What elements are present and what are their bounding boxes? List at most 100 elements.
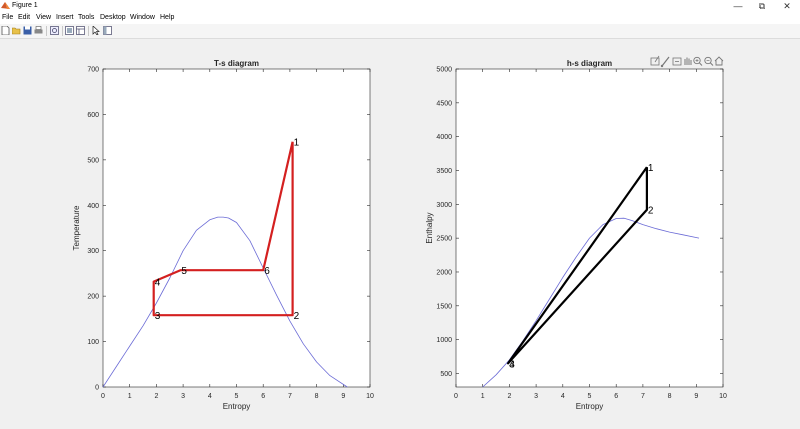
y-tick-label: 400 [87,203,99,210]
menu-file[interactable]: File [2,14,14,21]
y-tick-label: 500 [87,157,99,164]
restore-button[interactable]: ⧉ [751,0,773,12]
matlab-app-icon [1,1,10,10]
y-tick-label: 5000 [436,67,452,74]
x-tick-label: 8 [668,393,672,400]
state-point-label: 2 [294,311,300,322]
cycle-line [152,141,294,317]
pan-icon[interactable] [684,57,692,66]
dock-icon[interactable] [103,26,112,35]
x-tick-label: 8 [315,393,319,400]
minimize-icon: — [733,1,743,11]
y-tick-label: 700 [87,67,99,74]
x-tick-label: 4 [561,393,565,400]
print-icon[interactable] [34,26,43,35]
title-bar: Figure 1 — ⧉ ✕ [0,0,800,12]
chart-title: T-s diagram [214,59,259,68]
x-tick-label: 3 [534,393,538,400]
y-tick-label: 3000 [436,202,452,209]
saturation-dome-line [102,216,348,388]
x-tick-label: 0 [454,393,458,400]
menu-tools[interactable]: Tools [78,14,95,21]
menu-window[interactable]: Window [130,14,155,21]
menu-edit[interactable]: Edit [18,14,31,21]
plot-area [102,68,371,388]
y-tick-label: 4000 [436,134,452,141]
x-tick-label: 9 [341,393,345,400]
menu-view[interactable]: View [36,14,52,21]
state-point-label: 3 [155,311,161,322]
y-tick-label: 2000 [436,269,452,276]
y-tick-label: 2500 [436,236,452,243]
hide-plot-tools-icon[interactable] [65,26,74,35]
show-plot-tools-icon[interactable] [76,26,85,35]
data-tips-icon[interactable] [672,57,682,66]
y-tick-label: 3500 [436,168,452,175]
x-tick-label: 7 [288,393,292,400]
zoom-in-icon[interactable] [693,56,703,66]
y-tick-label: 1000 [436,337,452,344]
state-point-label: 1 [648,163,654,174]
y-tick-label: 1500 [436,303,452,310]
close-icon: ✕ [783,1,791,11]
x-tick-label: 10 [366,393,374,400]
y-axis-label: Temperature [72,205,81,250]
y-tick-label: 0 [95,385,99,392]
x-tick-label: 2 [154,393,158,400]
x-tick-label: 1 [481,393,485,400]
x-axis-label: Entropy [576,402,604,411]
window-title: Figure 1 [12,2,38,9]
x-tick-label: 7 [641,393,645,400]
state-point-label: 4 [509,359,515,370]
link-plot-icon[interactable] [50,26,59,35]
y-tick-label: 100 [87,339,99,346]
y-tick-label: 4500 [436,100,452,107]
x-tick-label: 9 [694,393,698,400]
x-tick-label: 6 [261,393,265,400]
state-point-label: 4 [155,278,161,289]
state-point-label: 3 [509,359,515,370]
menu-insert[interactable]: Insert [56,14,74,21]
toolbar-separator [62,26,63,36]
menu-help[interactable]: Help [160,14,175,21]
state-point-label: 1 [294,138,300,149]
y-tick-label: 200 [87,294,99,301]
plot-area [455,68,724,388]
home-icon[interactable] [714,56,724,66]
x-tick-label: 10 [719,393,727,400]
hs-diagram-axes[interactable]: 0 1 2 3 4 5 6 7 8 9 105001000150020002500300035004… [425,59,727,411]
export-icon[interactable] [650,55,660,66]
x-tick-label: 3 [181,393,185,400]
figure-toolbar [0,24,800,39]
edit-plot-icon[interactable] [92,26,101,35]
figure-canvas: 0 1 2 3 4 5 6 7 8 9 10 0 100 200 300 400 500 600 700 T-s di… [0,39,800,429]
close-button[interactable]: ✕ [776,0,798,12]
brush-icon[interactable] [660,56,670,68]
x-tick-label: 6 [614,393,618,400]
axes-toolbar [650,55,724,68]
y-tick-label: 500 [440,371,452,378]
x-tick-label: 5 [235,393,239,400]
state-point-label: 5 [181,266,187,277]
menu-desktop[interactable]: Desktop [100,14,126,21]
x-tick-label: 0 [101,393,105,400]
x-tick-label: 1 [128,393,132,400]
x-axis-label: Entropy [223,402,251,411]
open-file-icon[interactable] [12,26,21,35]
y-tick-label: 300 [87,248,99,255]
state-point-label: 2 [648,206,654,217]
new-figure-icon[interactable] [1,26,10,35]
y-axis-label: Enthalpy [425,212,434,243]
zoom-out-icon[interactable] [704,56,714,66]
menu-bar: File Edit View Insert Tools Desktop Wind… [0,12,800,24]
x-tick-label: 2 [507,393,511,400]
restore-icon: ⧉ [758,1,766,11]
minimize-button[interactable]: — [727,0,749,12]
x-tick-label: 4 [208,393,212,400]
state-point-label: 6 [264,266,270,277]
toolbar-separator [46,26,47,36]
y-tick-label: 600 [87,112,99,119]
save-icon[interactable] [23,26,32,35]
